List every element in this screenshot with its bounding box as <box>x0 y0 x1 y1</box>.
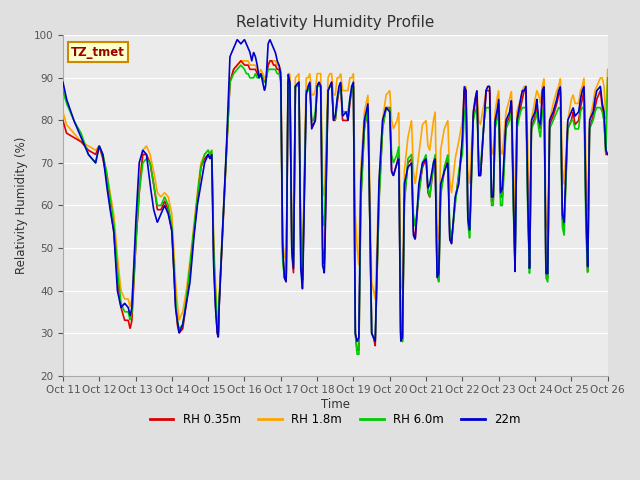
Y-axis label: Relativity Humidity (%): Relativity Humidity (%) <box>15 137 28 274</box>
Text: TZ_tmet: TZ_tmet <box>71 46 125 59</box>
Title: Relativity Humidity Profile: Relativity Humidity Profile <box>236 15 435 30</box>
X-axis label: Time: Time <box>321 398 350 411</box>
Legend: RH 0.35m, RH 1.8m, RH 6.0m, 22m: RH 0.35m, RH 1.8m, RH 6.0m, 22m <box>145 408 525 431</box>
